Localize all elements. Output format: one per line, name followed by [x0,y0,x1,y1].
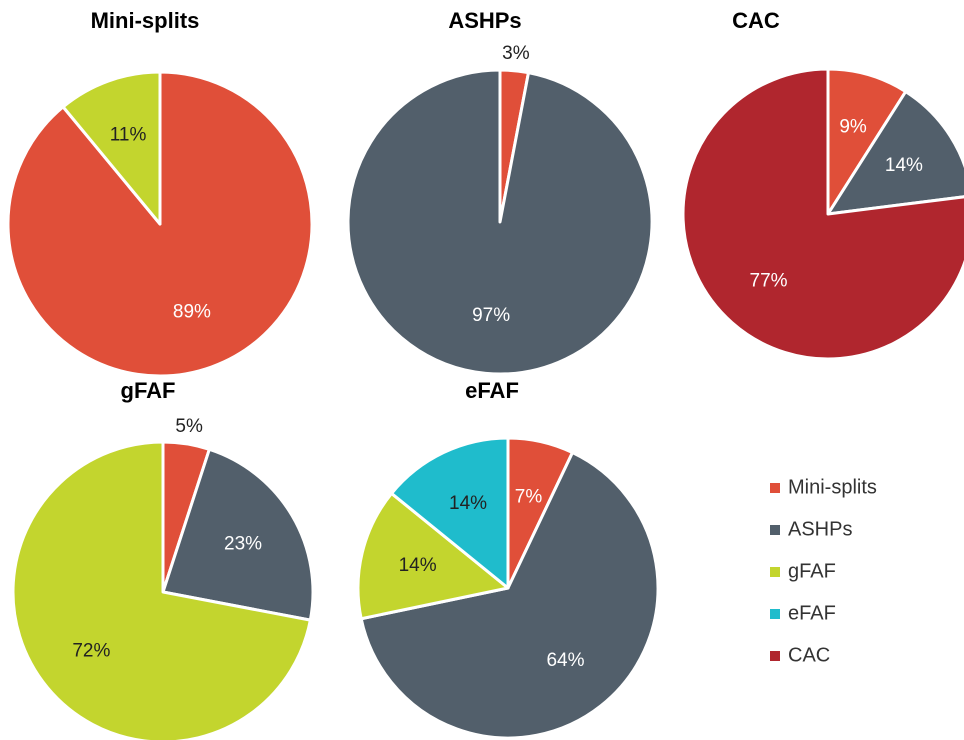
legend-swatch [770,651,780,661]
pie-title: CAC [732,8,780,33]
legend-label: eFAF [788,602,836,624]
legend-label: Mini-splits [788,476,877,498]
value-label: 11% [110,124,147,145]
value-label: 23% [224,534,262,555]
pie-slice [346,68,654,376]
legend-label: ASHPs [788,518,852,540]
pie-title: ASHPs [448,8,521,33]
pie-slice [356,491,510,621]
pie-slice [6,70,314,378]
pie-title: Mini-splits [91,8,200,33]
legend-label: gFAF [788,560,836,582]
pie-slice [681,67,964,361]
pie-slice [359,451,660,740]
value-label: 64% [546,650,584,671]
value-label: 7% [515,486,543,507]
pie-slice [61,70,162,226]
legend-swatch [770,609,780,619]
legend-swatch [770,525,780,535]
pie-title: gFAF [121,378,176,403]
pie-slice [390,436,510,590]
pie-slice [11,440,312,740]
value-label: 97% [472,305,510,326]
value-label: 9% [839,117,867,138]
legend-label: CAC [788,644,830,666]
value-label: 3% [502,43,530,64]
value-label: 14% [449,493,487,514]
pie-slice [826,67,908,216]
legend-swatch [770,483,780,493]
value-label: 14% [885,155,923,176]
value-label: 14% [399,555,437,576]
legend-swatch [770,567,780,577]
pie-slice [161,447,315,622]
value-label: 89% [173,302,211,323]
value-label: 5% [175,416,203,437]
pie-title: eFAF [465,378,519,403]
pie-slice [826,90,964,216]
value-label: 77% [750,270,788,291]
value-label: 72% [72,640,110,661]
